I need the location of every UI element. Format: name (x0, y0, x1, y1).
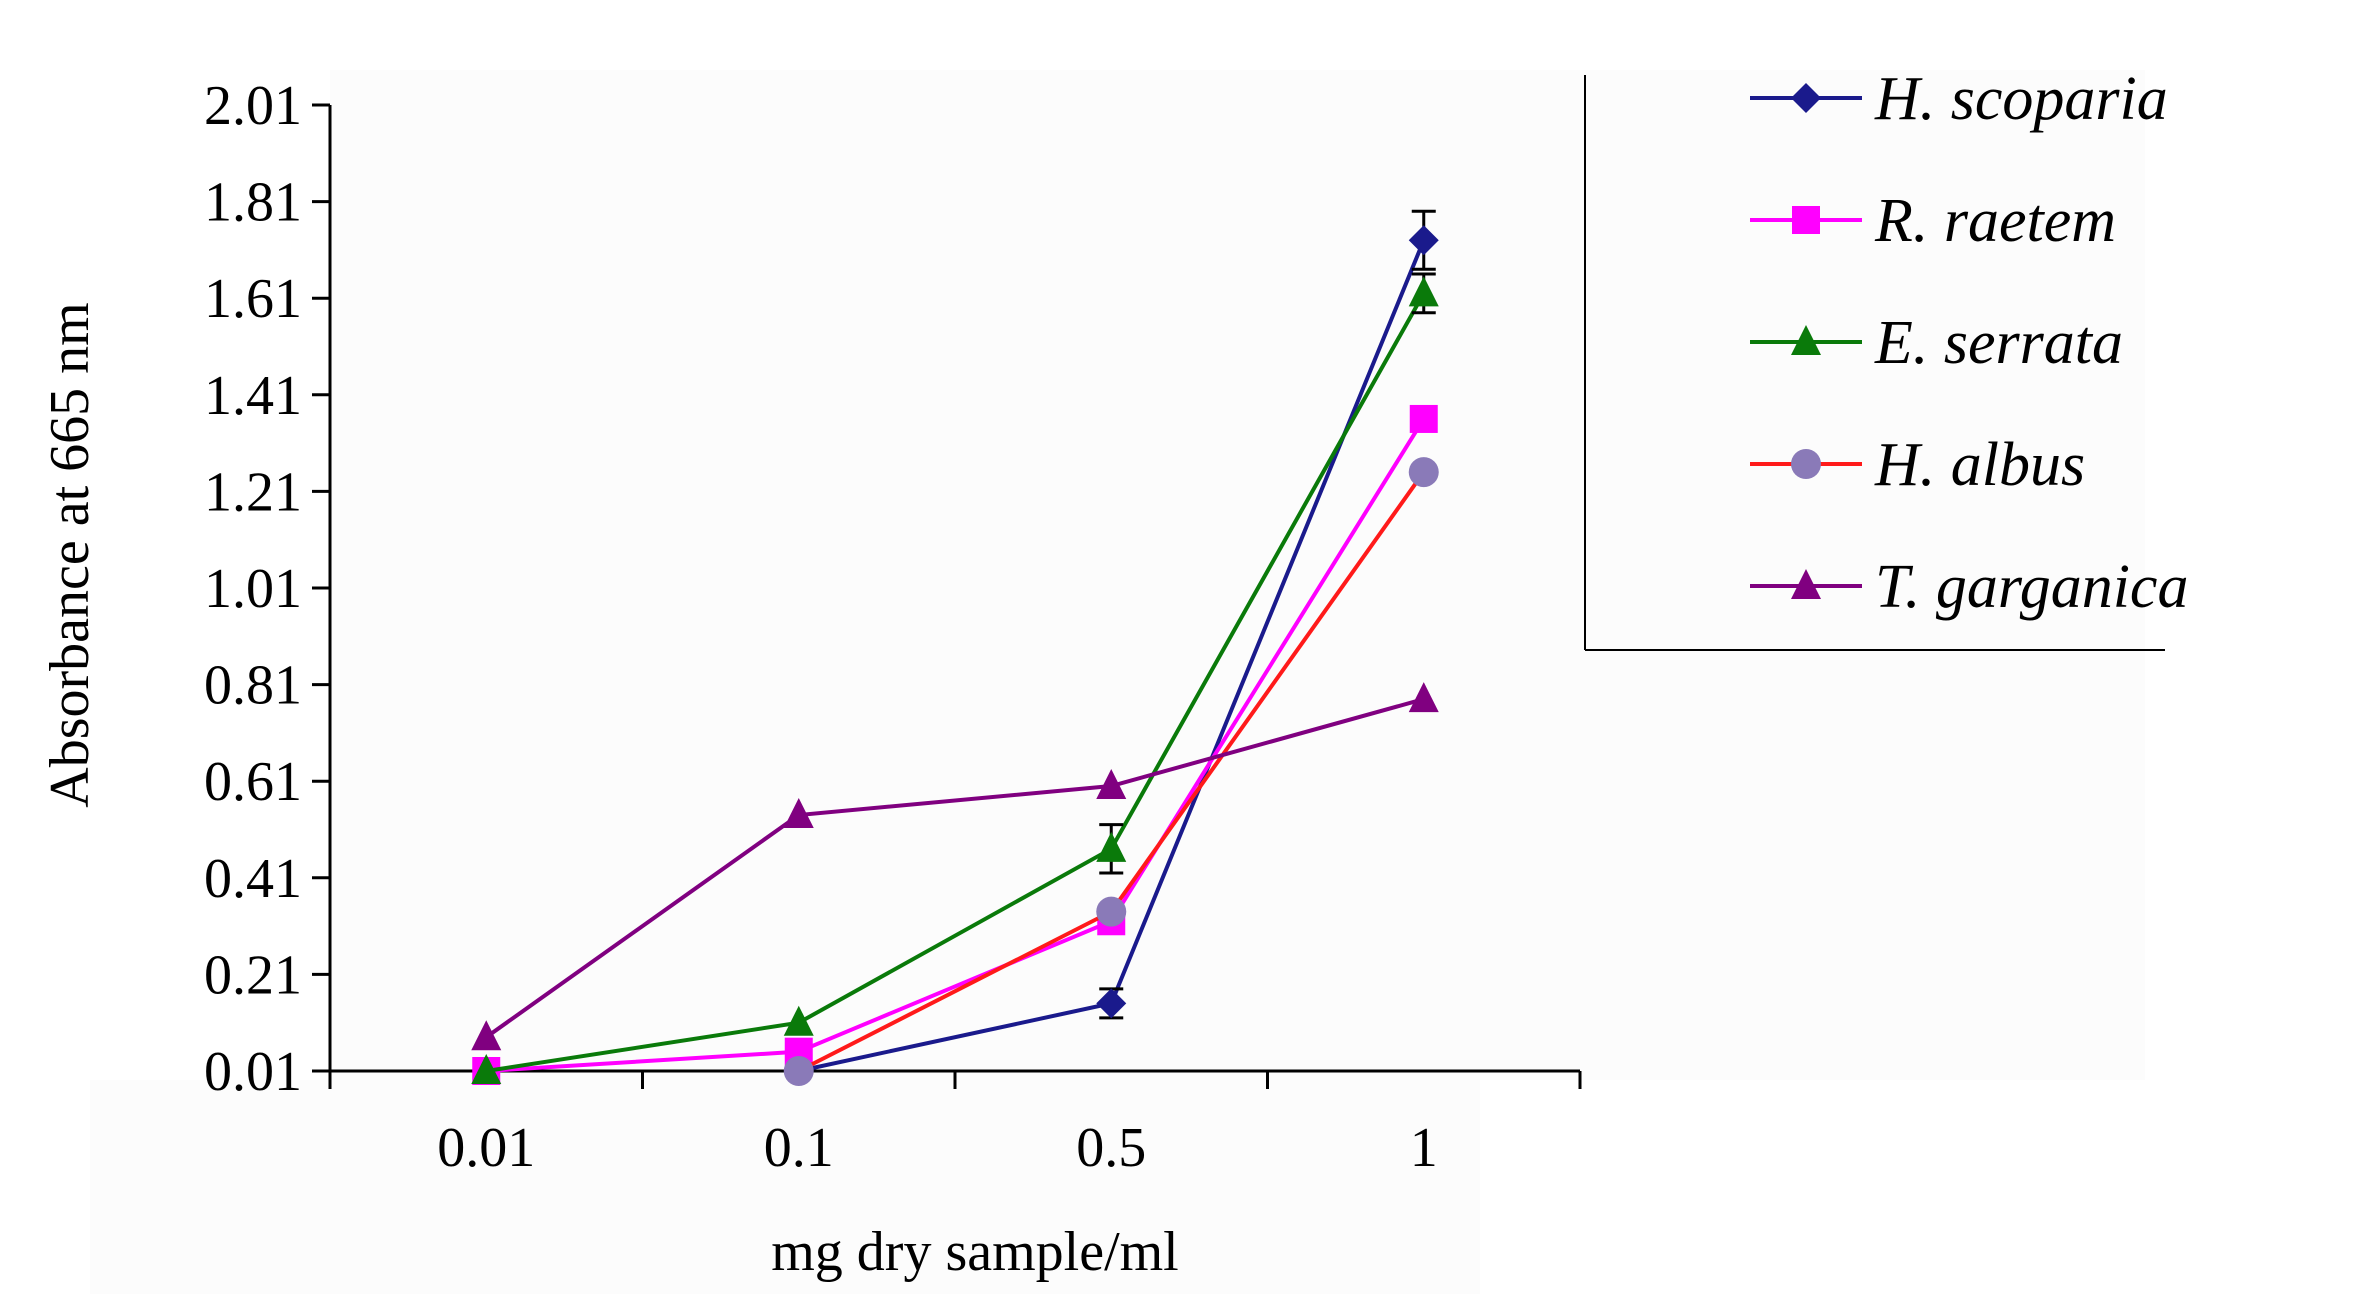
legend-marker (1791, 325, 1821, 355)
series-line (485, 697, 1425, 1039)
legend-marker (1791, 449, 1821, 479)
legend-marker (1791, 569, 1821, 599)
y-axis-title: Absorbance at 665 nm (39, 302, 101, 807)
x-axis-area (90, 1080, 1480, 1294)
x-tick-label: 0.5 (1076, 1117, 1146, 1179)
x-tick-label: 0.01 (437, 1117, 535, 1179)
y-tick-label: 1.21 (204, 461, 302, 523)
legend-marker (1792, 206, 1820, 234)
plot-area (330, 70, 2145, 1080)
legend-item: E. serrata (1750, 309, 2123, 377)
y-tick-label: 0.41 (204, 848, 302, 910)
legend-item: H. albus (1750, 431, 2085, 499)
x-axis-title: mg dry sample/ml (771, 1221, 1179, 1283)
data-point (1408, 276, 1439, 307)
data-point (1096, 831, 1127, 862)
legend-label: H. scoparia (1874, 65, 2168, 133)
data-point (1408, 225, 1439, 256)
legend: H. scoparia R. raetem E. serrata H. albus T.… (1584, 65, 2188, 651)
legend-item: H. scoparia (1750, 65, 2168, 133)
y-tick-label: 0.01 (204, 1041, 302, 1103)
y-tick-label: 0.21 (204, 944, 302, 1006)
y-axis-ticks: 0.01 0.21 0.41 0.61 0.81 1.01 1.21 1.41 1.61 1.81… (204, 75, 330, 1103)
series-layer (471, 209, 1439, 1086)
series-t-garganica (471, 682, 1439, 1051)
y-tick-label: 2.01 (204, 75, 302, 137)
data-point (783, 798, 814, 829)
legend-item: T. garganica (1750, 553, 2188, 621)
series-line (485, 292, 1426, 1073)
data-point (1096, 769, 1127, 800)
series-h-scoparia (783, 209, 1439, 1086)
legend-item: R. raetem (1750, 187, 2116, 255)
legend-label: R. raetem (1874, 187, 2116, 255)
data-point (1408, 682, 1439, 713)
series-h-albus (783, 457, 1439, 1086)
legend-label: H. albus (1874, 431, 2085, 499)
legend-label: T. garganica (1875, 553, 2188, 621)
y-tick-label: 0.81 (204, 655, 302, 717)
legend-label: E. serrata (1874, 309, 2123, 377)
data-point (1409, 404, 1438, 433)
x-axis-ticks: 0.01 0.1 0.5 1 (328, 1071, 1582, 1179)
y-tick-label: 1.81 (204, 172, 302, 234)
y-tick-label: 0.61 (204, 751, 302, 813)
series-line (486, 417, 1426, 1073)
y-tick-label: 1.01 (204, 558, 302, 620)
data-point (783, 1005, 814, 1036)
x-tick-label: 1 (1410, 1117, 1438, 1179)
y-tick-label: 1.61 (204, 268, 302, 330)
data-point (1408, 457, 1439, 488)
x-tick-label: 0.1 (764, 1117, 834, 1179)
data-point (1096, 988, 1127, 1019)
data-point (783, 1056, 814, 1086)
data-point (471, 1054, 502, 1084)
plot-background (90, 70, 2145, 1294)
data-point (471, 1020, 502, 1051)
data-point (1096, 896, 1127, 927)
legend-marker (1791, 83, 1821, 113)
series-e-serrata (471, 272, 1439, 1084)
y-tick-label: 1.41 (204, 365, 302, 427)
